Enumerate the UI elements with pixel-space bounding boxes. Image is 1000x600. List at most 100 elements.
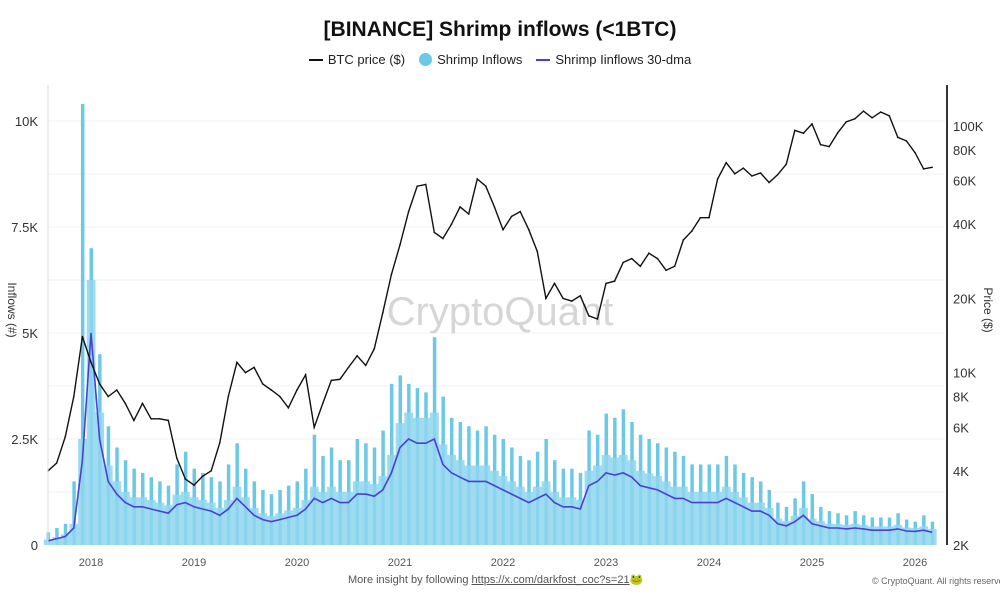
inflow-fill-bar	[344, 492, 353, 545]
inflow-fill-bar	[893, 524, 903, 545]
inflow-fill-bar	[146, 499, 156, 545]
btc-price-point	[339, 378, 341, 381]
inflow-fill-bar	[318, 492, 328, 545]
inflow-fill-bar	[103, 465, 113, 545]
btc-price-point	[854, 117, 856, 120]
inflow-fill-bar	[670, 486, 680, 545]
btc-price-point	[708, 216, 710, 219]
inflow-fill-bar	[730, 492, 740, 545]
y-right-tick-label: 40K	[953, 217, 976, 232]
inflow-bar	[72, 481, 76, 545]
btc-price-point	[467, 213, 470, 215]
inflow-bar	[80, 104, 85, 545]
inflow-fill-bar	[790, 515, 800, 545]
btc-price-point	[579, 294, 582, 297]
btc-price-point	[776, 173, 779, 176]
inflow-fill-bar	[275, 513, 285, 545]
x-tick-label: 2018	[79, 557, 103, 569]
series-lines	[47, 110, 933, 542]
btc-price-point	[450, 223, 453, 225]
inflow-fill-bar	[335, 492, 345, 545]
btc-price-point	[287, 407, 290, 409]
btc-price-point	[304, 373, 307, 376]
btc-price-point	[313, 426, 315, 429]
x-tick-label: 2025	[800, 557, 824, 569]
inflow-fill-bar	[739, 497, 748, 545]
inflow-fill-bar	[627, 460, 637, 545]
btc-price-point	[596, 318, 599, 320]
btc-price-point	[785, 163, 788, 166]
inflow-fill-bar	[361, 481, 371, 545]
btc-price-point	[184, 478, 187, 480]
btc-price-point	[107, 395, 109, 398]
inflow-fill-bar	[412, 417, 422, 545]
btc-price-point	[158, 417, 161, 420]
inflow-fill-bar	[756, 502, 765, 545]
y-right-tick-label: 8K	[953, 390, 969, 405]
inflow-fill-bar	[927, 529, 937, 545]
btc-price-point	[150, 417, 152, 420]
x-tick-label: 2021	[388, 557, 412, 569]
axes: 0 2.5K 5K 7.5K 10K 2K 4K 6K 8K 10K 20K 40K 60K 80K 100…	[11, 85, 984, 569]
btc-price-point	[399, 243, 401, 246]
inflow-fill-bar	[430, 412, 439, 545]
btc-price-point	[279, 395, 281, 398]
x-tick-label: 2019	[182, 557, 206, 569]
legend-swatch	[536, 58, 551, 61]
btc-price-point	[236, 361, 238, 364]
btc-price-point	[115, 389, 118, 391]
legend-item-btc-price[interactable]: BTC price ($)	[308, 52, 405, 67]
btc-price-point	[64, 435, 67, 438]
btc-price-point	[656, 257, 659, 260]
btc-price-point	[390, 273, 393, 276]
btc-price-point	[897, 136, 899, 139]
btc-price-point	[141, 402, 144, 405]
btc-price-point	[742, 167, 745, 169]
btc-price-point	[261, 383, 264, 385]
btc-price-point	[253, 366, 255, 369]
btc-price-point	[433, 231, 436, 234]
btc-price-point	[193, 484, 195, 486]
btc-price-point	[914, 151, 916, 154]
inflow-fill-bar	[215, 507, 225, 545]
inflow-fill-bar	[86, 280, 96, 545]
inflow-fill-bar	[859, 524, 868, 545]
btc-price-point	[321, 402, 324, 405]
inflow-fill-bar	[764, 507, 774, 545]
inflow-fill-bar	[644, 473, 654, 545]
inflow-fill-bar	[404, 412, 414, 545]
footer-link[interactable]: https://x.com/darkfost_coc?s=21	[471, 574, 630, 586]
inflow-fill-bar	[447, 454, 456, 545]
y-left-tick-label: 10K	[15, 114, 38, 129]
btc-price-point	[270, 389, 273, 391]
inflow-fill-bar	[206, 502, 216, 545]
btc-price-point	[296, 389, 298, 391]
inflow-fill-bar	[842, 524, 851, 545]
inflow-fill-bar	[181, 492, 190, 545]
x-tick-label: 2022	[491, 557, 515, 569]
y-left-axis-title: Inflows (#)	[5, 282, 19, 337]
inflow-fill-bar	[121, 492, 130, 545]
btc-price-point	[836, 131, 839, 134]
inflow-fill-bar	[919, 526, 929, 545]
btc-price-point	[622, 261, 624, 264]
inflow-fill-bar	[541, 481, 551, 545]
inflow-fill-bar	[52, 537, 62, 545]
inflow-fill-bar	[249, 507, 259, 545]
inflow-fill-bar	[653, 476, 662, 545]
inflow-fill-bar	[395, 423, 405, 545]
inflow-fill-bar	[369, 484, 379, 545]
inflow-fill-bar	[816, 521, 826, 545]
inflow-fill-bar	[352, 481, 362, 545]
y-right-tick-label: 60K	[953, 174, 976, 189]
btc-price-point	[167, 419, 170, 422]
inflow-fill-bar	[781, 521, 791, 545]
grid	[48, 120, 945, 493]
inflow-fill-bar	[799, 507, 808, 545]
legend-item-shrimp-30dma[interactable]: Shrimp Iinflows 30-dma	[536, 52, 691, 67]
legend-label: Shrimp Inflows	[437, 52, 523, 67]
inflow-fill-bar	[78, 439, 87, 545]
legend-item-shrimp-inflows[interactable]: Shrimp Inflows	[419, 52, 522, 67]
btc-price-point	[227, 395, 230, 398]
btc-price-point	[493, 206, 496, 208]
